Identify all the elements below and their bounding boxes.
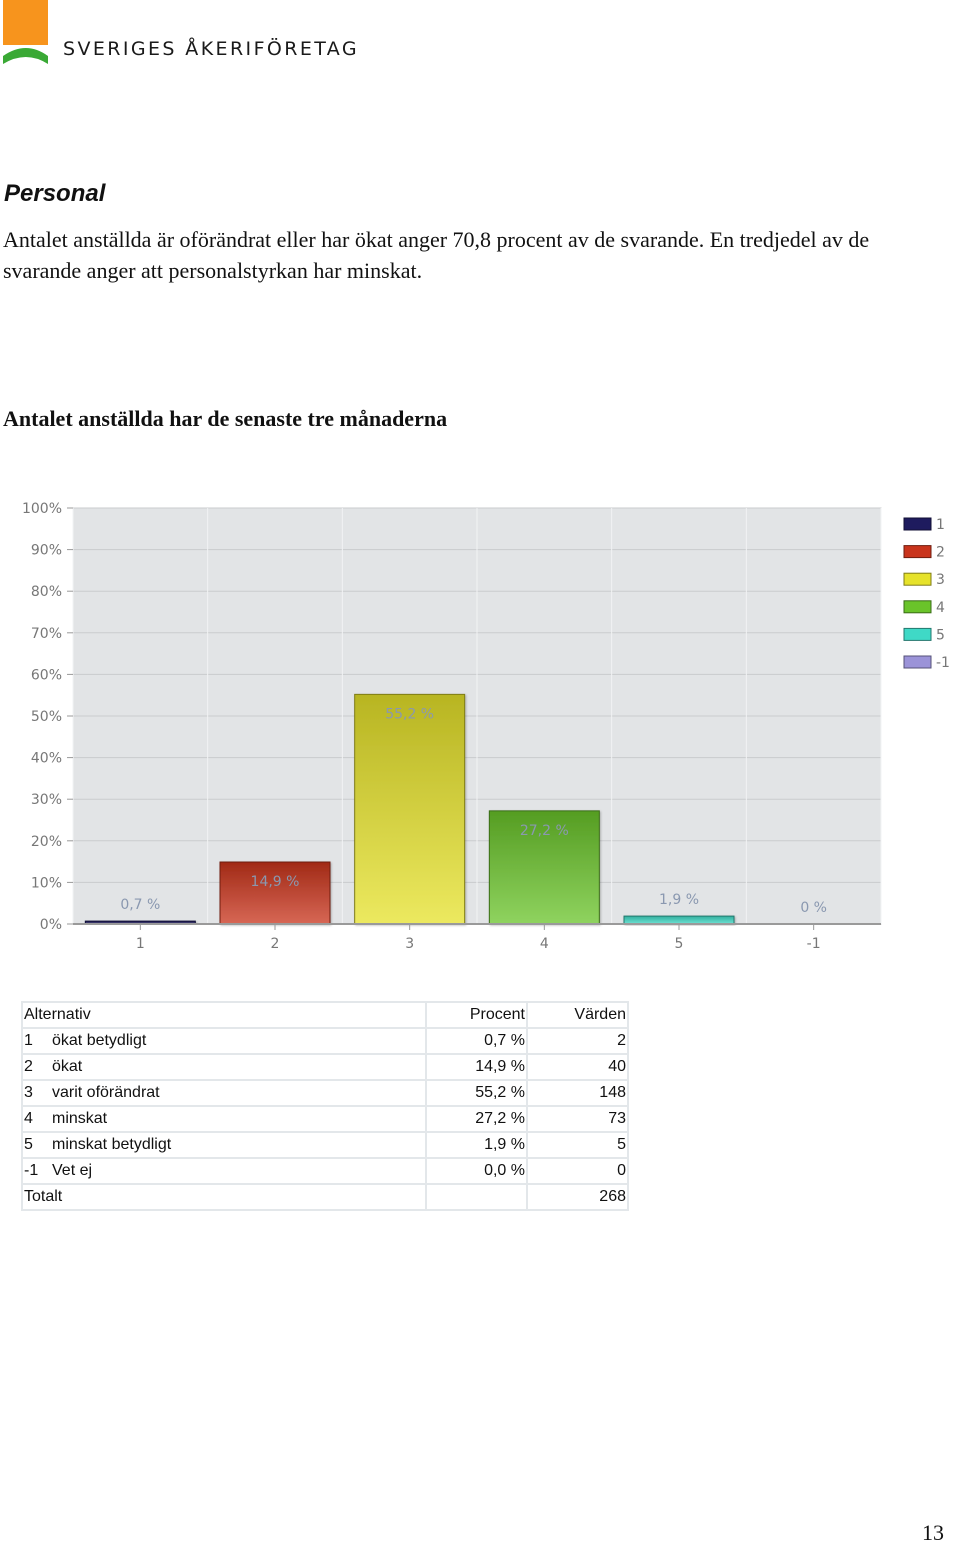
row-percent: 55,2 % xyxy=(425,1079,528,1107)
bars xyxy=(84,693,735,925)
y-tick-label: 50% xyxy=(31,709,62,725)
legend-label: 1 xyxy=(936,517,945,533)
table-row: 1 ökat betydligt 0,7 % 2 xyxy=(21,1027,629,1055)
legend-swatch xyxy=(903,517,932,531)
row-value: 0 xyxy=(526,1157,629,1185)
bar-3 xyxy=(354,693,466,925)
row-value: 5 xyxy=(526,1131,629,1159)
page-number: 13 xyxy=(922,1520,944,1545)
bar-value-label: 14,9 % xyxy=(251,874,300,890)
row-label: varit oförändrat xyxy=(52,1084,160,1101)
bar-chart: 0% 10% 20% 30% 40% 50% 60% 70% 80% 90% 100% 0,7 % 1… xyxy=(0,490,960,970)
bar-labels: 0,7 % 14,9 % 55,2 % 27,2 % 1,9 % 0 % xyxy=(120,706,827,916)
x-axis-ticks: 1 2 3 4 5 -1 xyxy=(136,924,821,952)
row-code: 4 xyxy=(24,1110,33,1127)
y-tick-label: 30% xyxy=(31,792,62,808)
y-tick-label: 100% xyxy=(22,501,62,517)
row-code: 5 xyxy=(24,1136,33,1153)
chart-heading: Antalet anställda har de senaste tre mån… xyxy=(3,406,448,431)
y-tick-label: 90% xyxy=(31,543,62,559)
row-percent: 1,9 % xyxy=(425,1131,528,1159)
legend-swatch xyxy=(903,600,932,614)
legend-label: 3 xyxy=(936,572,945,588)
row-code: 3 xyxy=(24,1084,33,1101)
header-varden: Värden xyxy=(526,1001,629,1029)
table-total-row: Totalt 268 xyxy=(21,1183,629,1211)
bar-value-label: 55,2 % xyxy=(385,706,434,722)
results-table: Alternativ Procent Värden 1 ökat betydlig… xyxy=(21,1001,629,1211)
row-value: 40 xyxy=(526,1053,629,1081)
legend: 1 2 3 4 5 -1 xyxy=(903,517,950,671)
row-label: minskat xyxy=(52,1110,108,1127)
row-percent: 27,2 % xyxy=(425,1105,528,1133)
y-tick-label: 80% xyxy=(31,584,62,600)
table-row: 3 varit oförändrat 55,2 % 148 xyxy=(21,1079,629,1107)
legend-swatch xyxy=(903,545,932,559)
bar-5 xyxy=(623,915,735,925)
table-row: -1 Vet ej 0,0 % 0 xyxy=(21,1157,629,1185)
header-procent: Procent xyxy=(425,1001,528,1029)
row-percent: 0,0 % xyxy=(425,1157,528,1185)
y-tick-label: 0% xyxy=(40,917,62,933)
bar-chart-svg: 0% 10% 20% 30% 40% 50% 60% 70% 80% 90% 100% 0,7 % 1… xyxy=(22,501,950,952)
table-row: 5 minskat betydligt 1,9 % 5 xyxy=(21,1131,629,1159)
y-tick-label: 70% xyxy=(31,626,62,642)
x-tick-label: 3 xyxy=(405,936,414,952)
row-value: 2 xyxy=(526,1027,629,1055)
row-percent: 14,9 % xyxy=(425,1053,528,1081)
brand-name: SVERIGES ÅKERIFÖRETAG xyxy=(63,38,359,60)
row-code: 2 xyxy=(24,1058,33,1075)
table-header-row: Alternativ Procent Värden xyxy=(21,1001,629,1029)
logo-orange-square xyxy=(3,0,48,45)
row-value: 148 xyxy=(526,1079,629,1107)
header-alternativ: Alternativ xyxy=(21,1001,427,1029)
section-paragraph: Antalet anställda är oförändrat eller ha… xyxy=(3,227,870,283)
bar-4 xyxy=(488,810,600,925)
x-tick-label: -1 xyxy=(807,936,821,952)
y-tick-label: 40% xyxy=(31,751,62,767)
logo-green-arc xyxy=(3,48,48,64)
table-row: 4 minskat 27,2 % 73 xyxy=(21,1105,629,1133)
legend-label: -1 xyxy=(936,655,950,671)
table-row: 2 ökat 14,9 % 40 xyxy=(21,1053,629,1081)
total-percent-empty xyxy=(425,1183,528,1211)
row-value: 73 xyxy=(526,1105,629,1133)
total-value: 268 xyxy=(526,1183,629,1211)
legend-swatch xyxy=(903,655,932,669)
bar-value-label: 1,9 % xyxy=(659,892,699,908)
row-percent: 0,7 % xyxy=(425,1027,528,1055)
section-title: Personal xyxy=(4,180,106,207)
row-label: ökat xyxy=(52,1058,83,1075)
y-axis-ticks: 0% 10% 20% 30% 40% 50% 60% 70% 80% 90% 100% xyxy=(22,501,73,933)
grid-lines xyxy=(72,507,882,925)
y-tick-label: 20% xyxy=(31,834,62,850)
row-code: -1 xyxy=(24,1162,39,1179)
y-tick-label: 60% xyxy=(31,667,62,683)
total-label: Totalt xyxy=(21,1183,427,1211)
x-tick-label: 4 xyxy=(540,936,549,952)
legend-label: 4 xyxy=(936,600,945,616)
x-tick-label: 1 xyxy=(136,936,145,952)
row-label: ökat betydligt xyxy=(52,1032,147,1049)
x-tick-label: 5 xyxy=(675,936,684,952)
bar-2 xyxy=(219,861,331,925)
row-code: 1 xyxy=(24,1032,33,1049)
row-label: minskat betydligt xyxy=(52,1136,172,1153)
company-logo xyxy=(3,0,49,64)
bar-value-label: 0,7 % xyxy=(120,897,160,913)
legend-swatch xyxy=(903,572,932,586)
legend-label: 2 xyxy=(936,545,945,561)
row-label: Vet ej xyxy=(52,1162,93,1179)
legend-swatch xyxy=(903,627,932,641)
y-tick-label: 10% xyxy=(31,875,62,891)
bar-value-label: 27,2 % xyxy=(520,823,569,839)
bar-value-label: 0 % xyxy=(800,900,827,916)
legend-label: 5 xyxy=(936,627,945,643)
x-tick-label: 2 xyxy=(271,936,280,952)
